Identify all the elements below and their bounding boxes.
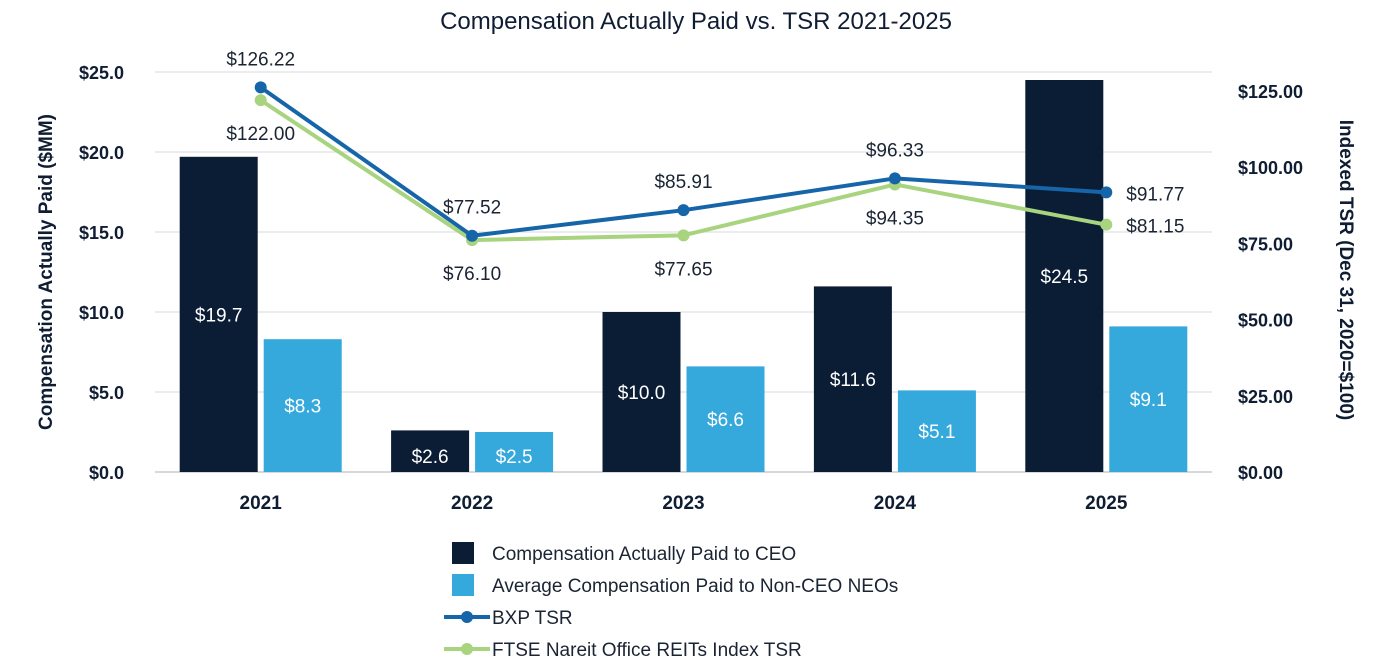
line-value-label: $85.91 <box>654 172 712 193</box>
legend-label: Average Compensation Paid to Non-CEO NEO… <box>492 576 898 597</box>
bar-value-label: $2.5 <box>496 447 533 468</box>
line-value-label: $96.33 <box>866 140 924 161</box>
bar-value-label: $6.6 <box>707 410 744 431</box>
index-tsr-point <box>254 94 267 107</box>
bar-value-label: $5.1 <box>918 422 955 443</box>
bar-neo <box>475 432 554 472</box>
bar-neo <box>263 339 342 472</box>
right-tick-label: $0.00 <box>1238 463 1283 483</box>
legend-swatch <box>452 574 474 596</box>
line-value-label: $94.35 <box>866 208 924 229</box>
right-tick-label: $50.00 <box>1238 311 1293 331</box>
x-tick-label: 2025 <box>1085 493 1128 514</box>
left-axis-ticks: $0.0 $5.0 $10.0 $15.0 $20.0 $25.0 <box>79 63 124 483</box>
legend: Compensation Actually Paid to CEO Average… <box>444 542 898 661</box>
legend-marker <box>461 643 473 655</box>
bxp-tsr-point <box>466 229 479 242</box>
left-tick-label: $10.0 <box>79 303 124 323</box>
right-axis-ticks: $0.00 $25.00 $50.00 $75.00 $100.00 $125.00 <box>1238 82 1303 483</box>
bar-ceo <box>602 312 681 472</box>
x-tick-label: 2024 <box>874 493 917 514</box>
bar-ceo <box>179 156 258 473</box>
bar-ceo <box>391 430 470 472</box>
left-tick-label: $0.0 <box>89 463 124 483</box>
bar-value-label: $11.6 <box>830 370 876 391</box>
line-value-label: $77.65 <box>654 259 712 280</box>
line-value-label: $126.22 <box>226 49 295 70</box>
bar-value-label: $2.6 <box>412 447 449 468</box>
index-tsr-point <box>1100 218 1113 231</box>
legend-label: FTSE Nareit Office REITs Index TSR <box>492 640 802 661</box>
lines: $126.22 $77.52 $85.91 $96.33 $91.77 $122.00 $7… <box>226 49 1184 285</box>
line-value-label: $81.15 <box>1126 217 1184 238</box>
bar-ceo <box>1025 80 1104 472</box>
x-axis-ticks: 2021 2022 2023 2024 2025 <box>240 493 1128 514</box>
bar-value-label: $10.0 <box>618 383 666 404</box>
line-value-label: $91.77 <box>1126 184 1184 205</box>
bar-value-label: $19.7 <box>195 305 243 326</box>
x-tick-label: 2023 <box>662 493 704 514</box>
right-tick-label: $25.00 <box>1238 387 1293 407</box>
left-axis-title: Compensation Actually Paid ($MM) <box>36 114 57 430</box>
line-value-label: $77.52 <box>443 198 501 219</box>
right-tick-label: $75.00 <box>1238 234 1293 254</box>
legend-swatch <box>452 542 474 564</box>
bar-neo <box>897 390 976 472</box>
bar-neo <box>1109 326 1188 472</box>
line-value-label: $122.00 <box>226 124 295 145</box>
bxp-tsr-point <box>254 81 267 94</box>
right-tick-label: $125.00 <box>1238 82 1303 102</box>
bars: $19.7 $2.6 $10.0 $11.6 $24.5 $8.3 $2.5 $6.6 $5.1… <box>179 80 1188 473</box>
bar-value-label: $24.5 <box>1041 267 1089 288</box>
legend-marker <box>461 611 473 623</box>
bxp-tsr-point <box>888 172 901 185</box>
left-tick-label: $5.0 <box>89 383 124 403</box>
legend-label: Compensation Actually Paid to CEO <box>492 544 796 565</box>
x-tick-label: 2022 <box>451 493 493 514</box>
x-tick-label: 2021 <box>240 493 283 514</box>
bar-value-label: $9.1 <box>1130 390 1167 411</box>
right-axis-title: Indexed TSR (Dec 31, 2020=$100) <box>1335 120 1356 420</box>
legend-label: BXP TSR <box>492 608 573 629</box>
left-tick-label: $15.0 <box>79 223 124 243</box>
chart-title: Compensation Actually Paid vs. TSR 2021-… <box>440 8 952 35</box>
right-tick-label: $100.00 <box>1238 158 1303 178</box>
bar-value-label: $8.3 <box>284 397 321 418</box>
left-tick-label: $25.0 <box>79 63 124 83</box>
left-tick-label: $20.0 <box>79 143 124 163</box>
index-tsr-point <box>677 229 690 242</box>
bar-ceo <box>813 286 892 472</box>
bxp-tsr-point <box>1100 186 1113 199</box>
line-value-label: $76.10 <box>443 264 501 285</box>
bar-neo <box>686 366 765 472</box>
bxp-tsr-point <box>677 204 690 217</box>
index-tsr-line <box>259 98 1107 243</box>
